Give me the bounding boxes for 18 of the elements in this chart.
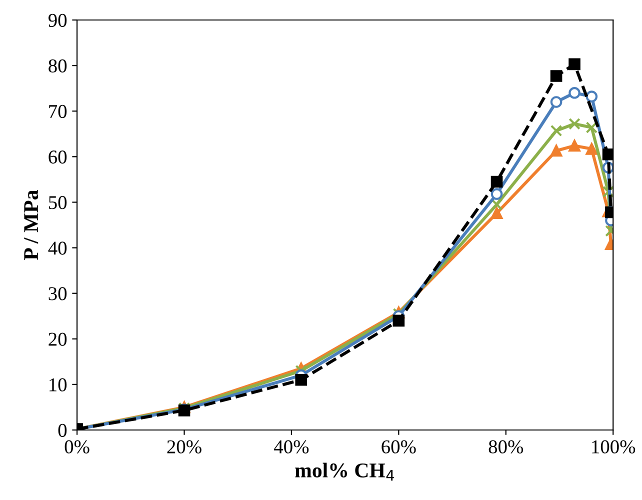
x-axis-title: mol% CH$_{4}$	[295, 462, 394, 481]
x-tick-label: 40%	[274, 440, 309, 454]
y-axis-title: P / MPa	[24, 190, 38, 260]
x-tick-label: 100%	[592, 440, 636, 454]
x-tick-label: 80%	[488, 440, 524, 454]
y-tick-label: 90	[48, 14, 67, 27]
x-tick-label: 0%	[64, 440, 90, 454]
y-tick-label: 50	[49, 196, 67, 210]
y-tick-label: 20	[48, 332, 67, 346]
y-tick-label: 80	[48, 59, 67, 72]
y-tick-label: 10	[50, 378, 67, 392]
y-tick-label: 0	[58, 424, 67, 437]
y-tick-label: 30	[48, 287, 67, 300]
x-tick-label: 20%	[167, 440, 202, 454]
x-tick-label: 60%	[382, 440, 416, 454]
y-tick-label: 40	[48, 242, 67, 255]
y-tick-label: 60	[48, 150, 67, 164]
y-tick-label: 70	[49, 104, 67, 118]
